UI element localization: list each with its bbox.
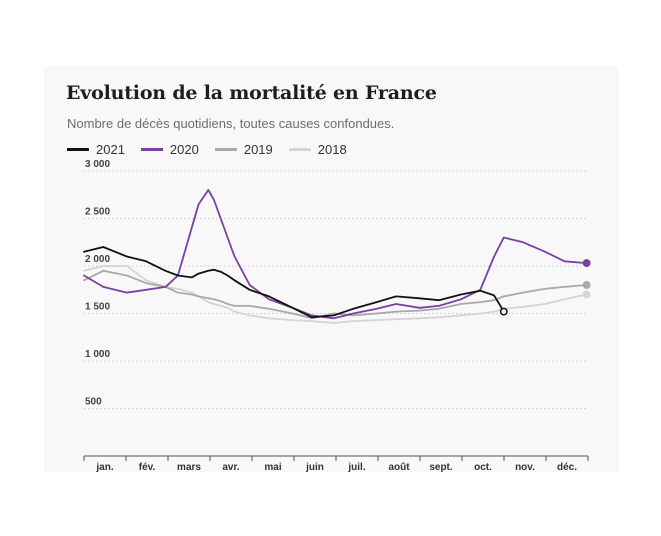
legend-swatch-2020 bbox=[140, 148, 163, 151]
legend-swatch-2021 bbox=[67, 148, 89, 151]
legend-item-2018: 2018 bbox=[288, 142, 347, 157]
y-tick-label: 2 500 bbox=[85, 207, 110, 218]
legend-item-2021: 2021 bbox=[67, 142, 125, 157]
legend-label-2021: 2021 bbox=[96, 142, 125, 157]
x-tick-label: sept. bbox=[429, 462, 453, 473]
x-tick-label: juin bbox=[305, 462, 324, 473]
x-tick-label: juil. bbox=[347, 462, 365, 473]
x-tick-label: oct. bbox=[474, 462, 492, 473]
legend-item-2019: 2019 bbox=[214, 142, 273, 157]
chart-subtitle: Nombre de décès quotidiens, toutes cause… bbox=[67, 116, 395, 131]
chart-card bbox=[44, 66, 619, 472]
x-tick-label: fév. bbox=[139, 462, 156, 473]
series-line-2021 bbox=[83, 246, 505, 319]
chart-legend: 2021 2020 2019 2018 bbox=[67, 142, 363, 157]
series-line-2019 bbox=[83, 269, 588, 320]
series-line-2018 bbox=[83, 265, 588, 324]
series-end-marker-2019 bbox=[582, 281, 591, 289]
series-end-marker-2021 bbox=[499, 307, 508, 316]
x-tick-label: août bbox=[388, 462, 410, 473]
y-tick-label: 2 000 bbox=[85, 254, 110, 265]
y-tick-label: 3 000 bbox=[85, 159, 110, 170]
x-tick-label: avr. bbox=[222, 462, 239, 473]
legend-label-2018: 2018 bbox=[317, 142, 347, 157]
x-tick-label: mars bbox=[177, 462, 201, 473]
legend-label-2019: 2019 bbox=[243, 142, 273, 157]
legend-label-2020: 2020 bbox=[169, 142, 199, 157]
x-tick-label: nov. bbox=[515, 462, 535, 473]
x-tick-label: déc. bbox=[557, 462, 577, 473]
x-tick-label: jan. bbox=[95, 462, 113, 473]
x-tick-label: mai bbox=[264, 462, 281, 473]
series-end-marker-2020 bbox=[582, 259, 591, 268]
series-end-marker-2018 bbox=[582, 290, 591, 299]
y-tick-label: 1 500 bbox=[85, 302, 110, 313]
y-tick-label: 1 000 bbox=[85, 349, 110, 360]
legend-item-2020: 2020 bbox=[140, 142, 199, 157]
chart-title: Evolution de la mortalité en France bbox=[66, 82, 437, 104]
y-tick-label: 500 bbox=[85, 397, 102, 408]
legend-swatch-2018 bbox=[288, 148, 311, 151]
series-line-2020 bbox=[83, 189, 588, 320]
legend-swatch-2019 bbox=[214, 148, 237, 151]
